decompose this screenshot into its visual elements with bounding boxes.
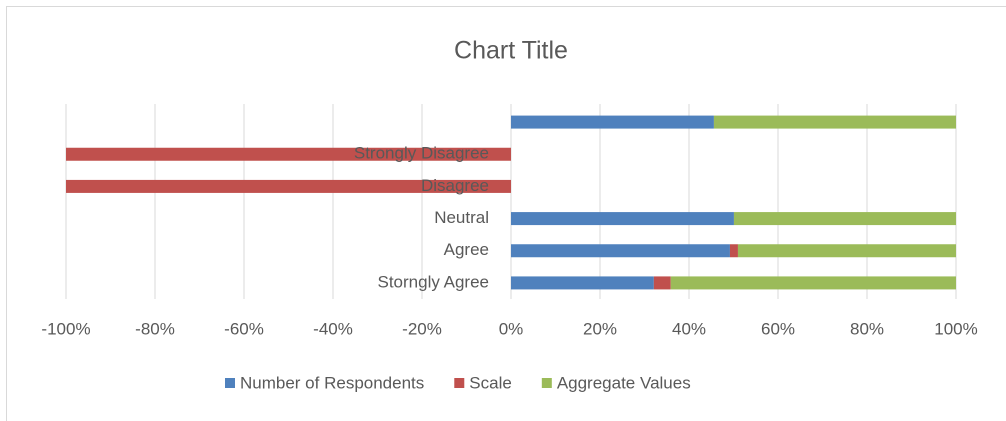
bar: [733, 212, 956, 226]
chart-title: Chart Title: [454, 37, 568, 65]
x-tick-label: -60%: [224, 319, 264, 338]
x-tick-label: 60%: [761, 319, 795, 338]
x-tick-label: -40%: [313, 319, 353, 338]
bar: [653, 276, 671, 290]
legend-label: Aggregate Values: [557, 373, 691, 392]
bar: [670, 276, 956, 290]
legend-label: Number of Respondents: [240, 373, 424, 392]
x-tick-label: 0%: [499, 319, 524, 338]
x-tick-label: 80%: [850, 319, 884, 338]
x-tick-label: -20%: [402, 319, 442, 338]
legend-swatch: [454, 378, 465, 388]
bar: [66, 147, 511, 161]
bar: [511, 212, 734, 226]
bar: [511, 244, 730, 258]
bar: [66, 179, 511, 193]
x-tick-label: 40%: [672, 319, 706, 338]
bar: [511, 115, 714, 129]
x-tick-label: 100%: [934, 319, 977, 338]
bar: [729, 244, 738, 258]
y-tick-label: Strongly Disagree: [354, 144, 489, 163]
y-tick-label: Disagree: [421, 176, 489, 195]
bar: [737, 244, 956, 258]
legend-label: Scale: [469, 373, 512, 392]
legend-swatch: [225, 378, 235, 388]
bar: [511, 276, 654, 290]
bar: [713, 115, 956, 129]
legend-swatch: [541, 378, 552, 388]
y-tick-label: Agree: [444, 240, 489, 259]
y-tick-label: Neutral: [434, 208, 489, 227]
y-tick-label: Storngly Agree: [377, 272, 489, 291]
x-tick-label: -100%: [41, 319, 90, 338]
x-tick-label: 20%: [583, 319, 617, 338]
x-tick-label: -80%: [135, 319, 175, 338]
